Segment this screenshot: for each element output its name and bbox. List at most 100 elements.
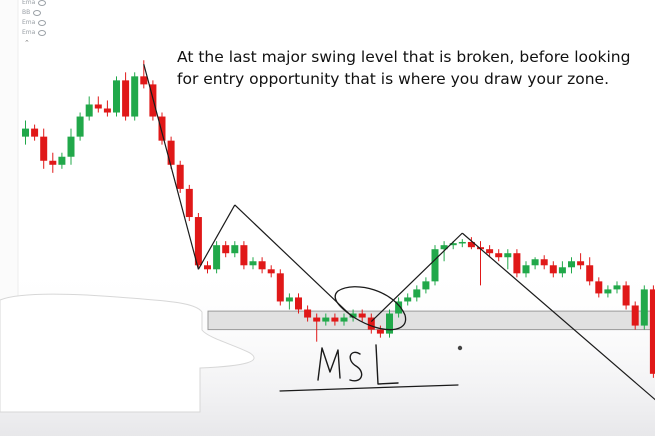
- candle-body: [531, 259, 539, 266]
- candle: [531, 257, 539, 270]
- candle-body: [131, 76, 139, 117]
- eye-icon[interactable]: [38, 20, 47, 26]
- candle-body: [240, 245, 248, 266]
- candle-body: [76, 116, 84, 137]
- demand-zone: [207, 310, 655, 331]
- candle-body: [486, 249, 494, 254]
- candle: [376, 325, 384, 338]
- candle-body: [103, 108, 111, 113]
- legend-item[interactable]: BB: [22, 8, 46, 18]
- candle: [240, 241, 248, 270]
- handwriting-underline: [279, 384, 459, 392]
- annotation-text: At the last major swing level that is br…: [177, 48, 631, 88]
- candle: [49, 152, 57, 173]
- candle-body: [640, 289, 648, 326]
- candle-body: [422, 281, 430, 290]
- candle-body: [58, 156, 66, 165]
- candle: [558, 261, 566, 278]
- candle-body: [231, 245, 239, 254]
- candle: [577, 253, 585, 270]
- legend-label: BB: [22, 9, 31, 16]
- candle: [113, 76, 120, 117]
- candle-body: [549, 265, 557, 274]
- candle: [331, 313, 339, 326]
- candle-body: [595, 281, 603, 294]
- legend-item[interactable]: Ema: [22, 28, 47, 38]
- candle-body: [467, 241, 475, 248]
- candle-body: [267, 269, 275, 274]
- candle-body: [295, 297, 302, 310]
- candle: [404, 293, 412, 306]
- candle: [276, 269, 284, 306]
- candle-body: [40, 136, 48, 161]
- candle-body: [449, 243, 457, 246]
- candle-body: [204, 265, 211, 270]
- candle: [194, 213, 202, 270]
- candle: [349, 309, 357, 322]
- candle-body: [349, 313, 357, 318]
- candle-body: [495, 253, 503, 258]
- candle: [640, 285, 648, 330]
- candle: [367, 313, 375, 334]
- candle: [568, 257, 575, 274]
- candle-body: [586, 265, 594, 282]
- candle-body: [185, 188, 193, 218]
- candle: [504, 249, 512, 270]
- candle: [631, 301, 639, 330]
- candle: [467, 237, 475, 250]
- candle: [358, 309, 366, 322]
- candle: [313, 313, 321, 342]
- candle-body: [386, 313, 393, 334]
- candle-body: [376, 329, 384, 334]
- candle: [258, 257, 266, 274]
- candle: [513, 249, 521, 278]
- candle-body: [649, 289, 655, 374]
- candle: [158, 112, 166, 145]
- candle: [176, 160, 184, 193]
- candle-body: [622, 285, 630, 306]
- candle-body: [568, 261, 575, 268]
- candle-body: [49, 160, 57, 165]
- candle-body: [413, 289, 421, 298]
- candle: [267, 265, 275, 278]
- eye-icon[interactable]: [38, 30, 47, 36]
- eye-icon[interactable]: [38, 0, 47, 6]
- legend-label: Ema: [22, 29, 36, 36]
- legend-label: Ema: [22, 19, 36, 26]
- candle-body: [540, 259, 548, 266]
- candle-body: [85, 104, 93, 117]
- candle-body: [194, 217, 202, 266]
- candle-body: [558, 267, 566, 274]
- candle-body: [358, 313, 366, 318]
- candle-body: [631, 305, 639, 326]
- candle-body: [504, 253, 512, 258]
- candle: [222, 241, 230, 258]
- candle: [85, 96, 93, 121]
- legend-item[interactable]: Ema: [22, 0, 47, 8]
- legend-item[interactable]: Ema: [22, 18, 47, 28]
- candle-body: [122, 80, 130, 117]
- candle: [167, 136, 175, 169]
- candle-body: [367, 317, 375, 330]
- candle: [458, 239, 466, 248]
- candle: [486, 245, 494, 258]
- candle-body: [222, 245, 230, 254]
- candle-body: [158, 116, 166, 141]
- candle: [622, 281, 630, 310]
- swing-line: [461, 232, 655, 401]
- candle-body: [322, 317, 330, 322]
- swing-line: [197, 204, 236, 270]
- candle-body: [249, 261, 257, 266]
- candle: [295, 293, 302, 314]
- candle-body: [513, 253, 521, 274]
- chevron-up-icon[interactable]: ⌃: [24, 39, 30, 47]
- handwriting-msl: [317, 344, 399, 385]
- swing-line: [143, 64, 199, 270]
- candle-body: [140, 76, 148, 85]
- candle: [395, 297, 403, 318]
- eye-icon[interactable]: [33, 10, 42, 16]
- candle: [40, 128, 48, 169]
- mouse-cursor: [457, 345, 463, 351]
- candle-body: [113, 80, 120, 113]
- candle-body: [331, 317, 339, 322]
